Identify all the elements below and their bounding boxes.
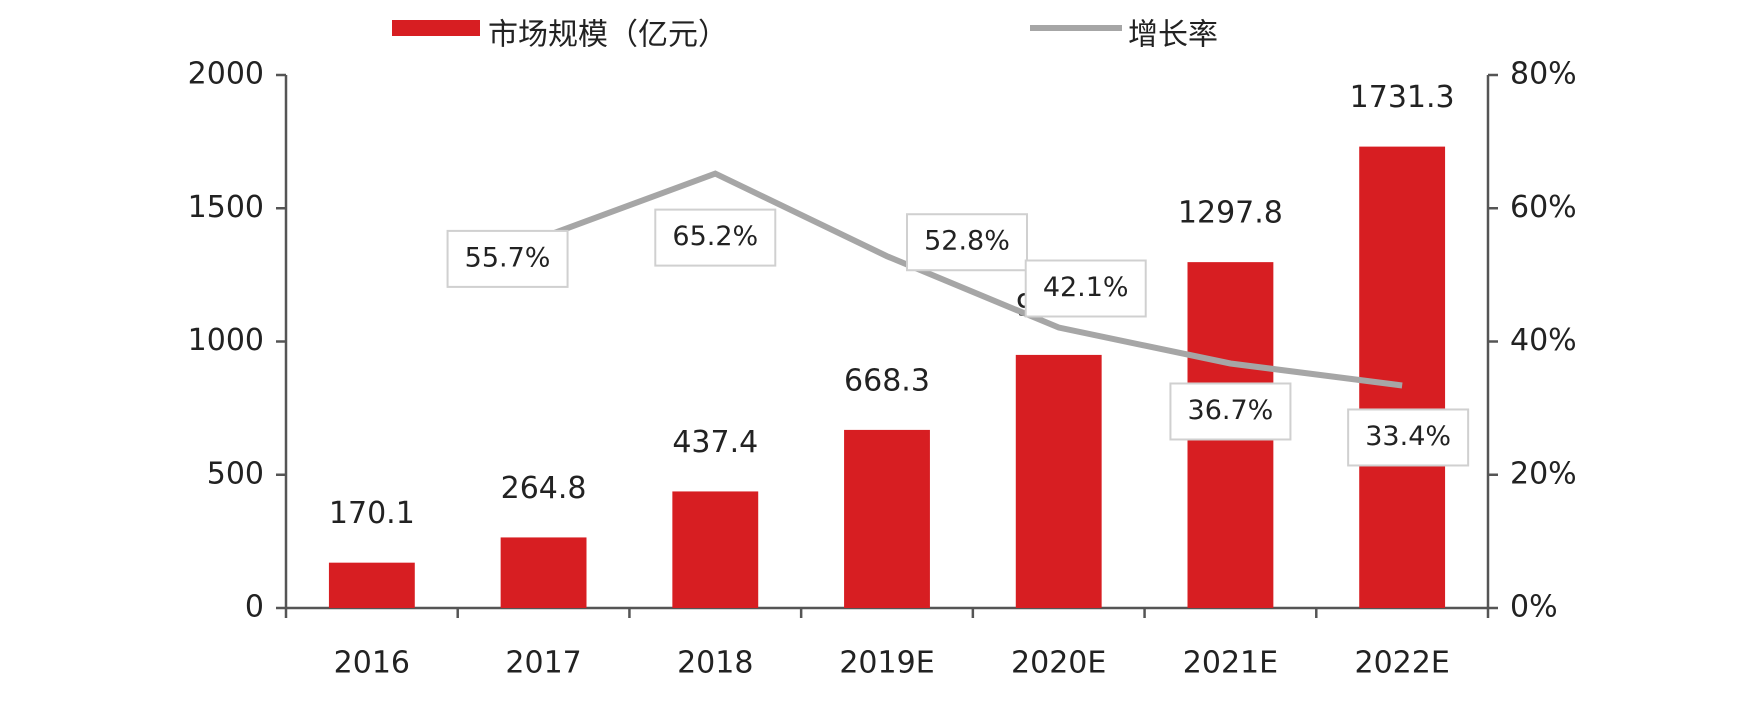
growth-line bbox=[542, 170, 1403, 389]
x-tick-label: 2019E bbox=[839, 646, 934, 681]
line-value-label: 42.1% bbox=[1043, 272, 1129, 303]
legend-label: 市场规模（亿元） bbox=[488, 18, 728, 53]
line-value-label: 36.7% bbox=[1188, 395, 1274, 426]
y2-tick-label: 20% bbox=[1510, 456, 1577, 491]
y-tick-label: 0 bbox=[245, 590, 264, 625]
legend-label: 增长率 bbox=[1128, 18, 1218, 53]
x-tick-label: 2020E bbox=[1011, 646, 1106, 681]
x-tick-label: 2017 bbox=[505, 646, 581, 681]
bar bbox=[844, 429, 930, 608]
line-label-box bbox=[654, 208, 777, 267]
y-tick-label: 2000 bbox=[188, 57, 264, 92]
line-label-box bbox=[1169, 382, 1292, 441]
bar bbox=[672, 491, 759, 608]
bar bbox=[1359, 146, 1446, 608]
x-tick-label: 2018 bbox=[677, 646, 753, 681]
y-tick-label: 1500 bbox=[188, 190, 264, 225]
y2-tick-label: 0% bbox=[1510, 590, 1558, 625]
y2-tick-label: 60% bbox=[1510, 190, 1577, 225]
x-tick-label: 2022E bbox=[1354, 646, 1449, 681]
y2-tick-label: 40% bbox=[1510, 323, 1577, 358]
y2-tick-label: 80% bbox=[1510, 57, 1577, 92]
bar-value-label: 264.8 bbox=[501, 471, 587, 506]
line-value-label: 55.7% bbox=[465, 242, 551, 273]
line-value-label: 52.8% bbox=[924, 226, 1010, 257]
legend-swatch bbox=[392, 20, 480, 36]
line-label-box bbox=[446, 229, 569, 288]
bar-value-label: 437.4 bbox=[672, 425, 758, 460]
line-value-label: 33.4% bbox=[1365, 421, 1451, 452]
bar-value-label: 668.3 bbox=[844, 363, 930, 398]
line-label-box bbox=[906, 213, 1028, 272]
bar bbox=[328, 562, 415, 608]
bar bbox=[1015, 354, 1102, 608]
x-tick-label: 2016 bbox=[334, 646, 410, 681]
line-label-box bbox=[1347, 408, 1470, 467]
line-value-label: 65.2% bbox=[672, 221, 758, 252]
bar bbox=[500, 537, 587, 608]
bar-value-label: 1297.8 bbox=[1178, 196, 1283, 231]
y-tick-label: 500 bbox=[207, 456, 264, 491]
bar-value-label: 170.1 bbox=[329, 496, 415, 531]
y-tick-label: 1000 bbox=[188, 323, 264, 358]
line-label-box bbox=[1024, 259, 1147, 318]
x-tick-label: 2021E bbox=[1183, 646, 1278, 681]
bar-value-label: 1731.3 bbox=[1350, 80, 1455, 115]
